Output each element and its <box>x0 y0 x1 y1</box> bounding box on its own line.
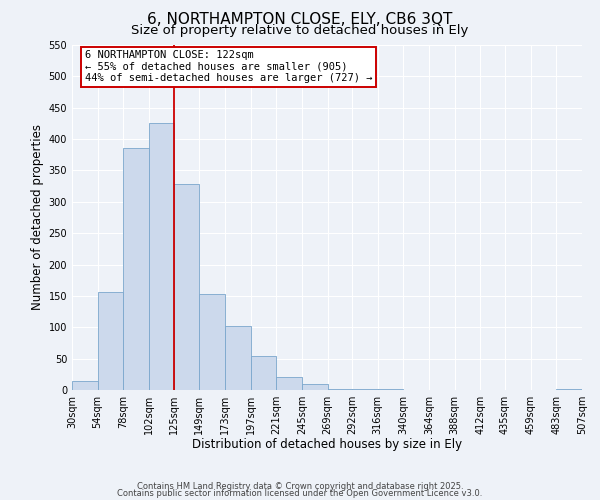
Bar <box>328 388 352 390</box>
Text: 6 NORTHAMPTON CLOSE: 122sqm
← 55% of detached houses are smaller (905)
44% of se: 6 NORTHAMPTON CLOSE: 122sqm ← 55% of det… <box>85 50 372 84</box>
Bar <box>124 148 149 390</box>
Bar <box>302 384 328 390</box>
Text: Contains public sector information licensed under the Open Government Licence v3: Contains public sector information licen… <box>118 490 482 498</box>
Bar <box>251 356 276 390</box>
Text: 6, NORTHAMPTON CLOSE, ELY, CB6 3QT: 6, NORTHAMPTON CLOSE, ELY, CB6 3QT <box>148 12 452 26</box>
Bar <box>225 326 251 390</box>
Bar <box>199 294 225 390</box>
Y-axis label: Number of detached properties: Number of detached properties <box>31 124 44 310</box>
Bar <box>173 184 199 390</box>
Bar <box>276 377 302 390</box>
Bar <box>98 292 124 390</box>
Text: Contains HM Land Registry data © Crown copyright and database right 2025.: Contains HM Land Registry data © Crown c… <box>137 482 463 491</box>
Text: Size of property relative to detached houses in Ely: Size of property relative to detached ho… <box>131 24 469 37</box>
Bar <box>72 380 98 390</box>
X-axis label: Distribution of detached houses by size in Ely: Distribution of detached houses by size … <box>192 438 462 452</box>
Bar <box>149 124 173 390</box>
